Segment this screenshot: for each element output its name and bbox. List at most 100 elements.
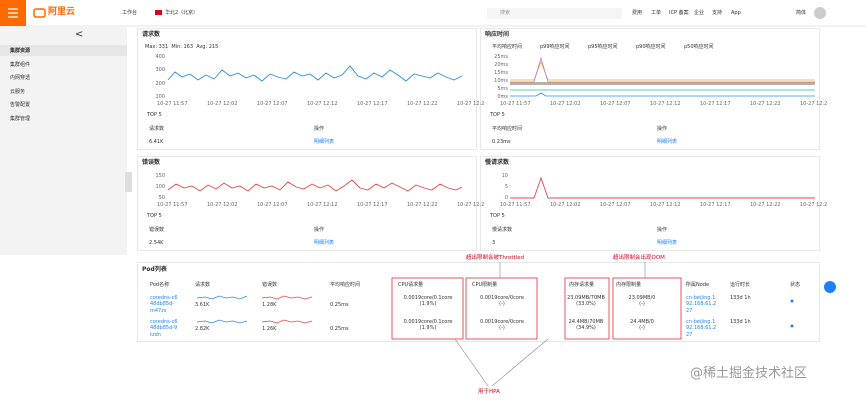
panel [137, 262, 820, 342]
table-cell: 24.4MB/70MB (34.9%) [568, 319, 604, 332]
legend-item: p50响应时间 [684, 44, 714, 50]
annotation: 超出限制会出现OOM [613, 255, 665, 261]
y-tick: 100 [155, 184, 165, 190]
brand: 阿里云 [48, 7, 76, 17]
y-tick: 25ms [494, 54, 508, 60]
table-cell[interactable]: coredns-c6 48db85d-9 tzdn [150, 319, 178, 338]
column-header: 平均响应时间 [330, 282, 361, 288]
link[interactable]: 明细列表 [657, 139, 678, 145]
top-link[interactable]: App [731, 10, 741, 16]
x-tick: 10-27 12:02 [550, 101, 581, 107]
top-link[interactable]: ICP 备案 [669, 10, 689, 16]
annotation-lines [454, 262, 646, 387]
table-cell: 0.23ms [492, 139, 511, 145]
table-header: 操作 [314, 126, 325, 132]
x-tick: 10-27 12:12 [650, 101, 681, 107]
table-cell: 0.0019core/0core (-) [479, 295, 525, 308]
search: 搜索 [500, 10, 511, 16]
search-box[interactable] [487, 8, 622, 19]
x-tick: 10-27 12:2 [800, 202, 828, 208]
sidebar-item[interactable]: 集群组件 [10, 61, 31, 68]
x-tick: 10-27 12:07 [600, 101, 631, 107]
x-tick: 10-27 12:07 [257, 202, 288, 208]
x-tick: 10-27 12:12 [307, 202, 338, 208]
x-tick: 10-27 12:12 [307, 101, 338, 107]
gear: 请求数 [466, 30, 469, 31]
dropdown: TOP 5 [147, 213, 162, 219]
table-cell: 133d 1h [730, 319, 751, 325]
top-link[interactable]: 费用 [632, 10, 643, 16]
x-tick: 10-27 11:57 [500, 202, 531, 208]
y-tick: 300 [155, 67, 165, 74]
cpu-limit-box [465, 277, 538, 340]
sidebar-item[interactable]: 云服务 [10, 88, 26, 95]
avg-line [510, 92, 815, 97]
top-link[interactable]: 工单 [651, 10, 662, 16]
request-line [167, 65, 463, 82]
gear: 慢请求数 [809, 158, 813, 159]
panel-title: 错误数 [142, 159, 161, 166]
y-tick: 20ms [494, 62, 508, 68]
row2-error-spark [261, 319, 313, 324]
link[interactable]: 明细列表 [657, 240, 678, 246]
x-tick: 10-27 11:57 [157, 202, 188, 208]
x-tick: 10-27 12:02 [207, 202, 238, 208]
sidebar-item[interactable]: 告警配置 [10, 102, 31, 108]
stats: Max: 331 Min: 163 Avg: 215 [145, 44, 219, 50]
dropdown: TOP 5 [147, 112, 162, 118]
y-tick: 0ms [497, 94, 508, 100]
workbench: 工作台 [122, 10, 138, 16]
menu-icon [8, 8, 18, 18]
x-tick: 10-27 11:57 [157, 101, 188, 107]
link[interactable]: 明细列表 [314, 240, 335, 246]
table-cell[interactable]: coredns-c6 48db85d- m47zs [150, 295, 178, 314]
y-tick: 5 [504, 184, 508, 190]
panel [480, 28, 820, 150]
table-cell: 133d 1h [730, 295, 751, 301]
table-cell: 2.82K [195, 326, 210, 332]
x-tick: 10-27 12:17 [357, 202, 388, 208]
gear: 错误数 [466, 158, 469, 159]
y-tick: 15ms [494, 70, 508, 76]
dropdown: TOP 5 [490, 213, 505, 219]
table-header: 错误数 [149, 227, 165, 233]
top-link[interactable]: 支持 [712, 10, 723, 16]
help-bubble[interactable] [824, 281, 836, 293]
p90-band [510, 82, 815, 85]
sidebar-item[interactable]: 内网穿透 [10, 75, 31, 81]
avatar[interactable] [814, 7, 826, 19]
table-cell[interactable]: cn-beijing.1 92.168.61.2 27 [686, 319, 717, 338]
column-header: CPU请求量 [398, 282, 424, 288]
cpu-request-box [391, 277, 464, 340]
status-dot [790, 324, 794, 328]
x-tick: 10-27 12:17 [700, 101, 731, 107]
table-cell: 0.0019core/0core (-) [479, 319, 525, 332]
sidebar-item[interactable]: 集群资源 [10, 48, 31, 54]
flag [155, 10, 162, 15]
table-cell: 1.26K [262, 326, 277, 332]
row1-request-spark [196, 295, 248, 300]
table-cell: 0.0019core/0.1core (1.9%) [403, 319, 453, 332]
table-header: 操作 [657, 227, 668, 233]
y-tick: 0 [504, 195, 508, 201]
collapse-handle[interactable] [125, 172, 132, 192]
column-header: 内存请求量 [569, 282, 595, 288]
table-header: 慢请求数 [492, 227, 513, 233]
top-link[interactable]: 企业 [694, 10, 705, 16]
topbar-bg [0, 0, 866, 26]
link[interactable]: 明细列表 [314, 139, 335, 145]
row2-request-spark [196, 319, 248, 324]
row1-error-spark [261, 295, 313, 300]
mem-request-box [564, 277, 610, 340]
x-tick: 10-27 12:2 [457, 202, 485, 208]
table-cell[interactable]: cn-beijing.1 92.168.61.2 27 [686, 295, 717, 314]
table-header: 操作 [314, 227, 325, 233]
back: < [75, 29, 84, 40]
region: 华北2（北京） [165, 10, 199, 16]
panel [480, 156, 820, 251]
x-tick: 10-27 12:22 [407, 101, 438, 107]
sidebar-item[interactable]: 集群管理 [10, 115, 31, 122]
x-tick: 10-27 12:22 [407, 202, 438, 208]
sidebar-bg [0, 27, 127, 255]
